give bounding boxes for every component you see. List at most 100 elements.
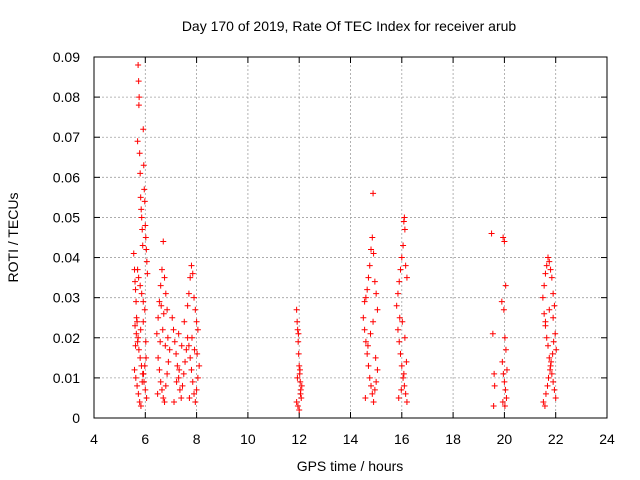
data-point [137,282,144,289]
data-point [366,374,373,381]
data-point [364,350,371,357]
y-axis-label: ROTI / TECUs [5,193,21,283]
data-point [178,342,185,349]
data-point [187,354,194,361]
data-point [187,274,194,281]
data-point [296,366,303,373]
data-point [543,334,550,341]
data-point [368,246,375,253]
data-point [133,314,140,321]
data-point [294,402,301,409]
data-point [360,314,367,321]
data-point [158,302,165,309]
data-point [550,290,557,297]
data-point [132,286,139,293]
x-tick-label: 24 [599,431,615,447]
y-tick-label: 0.03 [53,290,80,306]
data-point [400,374,407,381]
data-point [136,398,143,405]
plot-frame [93,56,608,419]
y-tick-label: 0.02 [53,330,80,346]
data-point [135,346,142,353]
data-point [156,366,163,373]
data-point [164,306,171,313]
data-point [132,342,139,349]
data-point [139,378,146,385]
data-point [173,378,180,385]
data-point [294,318,301,325]
data-point [545,254,552,261]
data-point [175,330,182,337]
data-point [548,370,555,377]
data-point [295,338,302,345]
x-tick-label: 20 [497,431,513,447]
axis-ticks: 4 6 8 10 12 14 16 18 20 22 24 0 0.01 0.02 0.03 0.04 0.05… [53,49,615,447]
data-point [137,170,144,177]
data-point [136,150,143,157]
data-point [396,314,403,321]
data-point [294,374,301,381]
x-axis-label: GPS time / hours [297,458,404,474]
data-point [191,346,198,353]
data-point [499,398,506,405]
data-point [193,318,200,325]
x-tick-label: 12 [291,431,307,447]
data-point [501,402,508,409]
data-point [138,290,145,297]
data-point [194,350,201,357]
data-point [545,374,552,381]
data-point [539,294,546,301]
data-point [541,310,548,317]
data-point [142,386,149,393]
data-point [176,366,183,373]
data-point [143,354,150,361]
data-point [540,398,547,405]
data-point [179,382,186,389]
data-point [500,370,507,377]
data-point [193,386,200,393]
x-tick-label: 10 [240,431,256,447]
data-point [186,394,193,401]
data-point [370,250,377,257]
y-tick-label: 0.09 [53,49,80,65]
data-point [547,366,554,373]
data-point [137,194,144,201]
data-point [135,62,142,69]
x-tick-label: 16 [394,431,410,447]
data-point [489,330,496,337]
data-point [164,334,171,341]
data-point [185,342,192,349]
data-point [394,326,401,333]
data-point [188,262,195,269]
data-point [488,230,495,237]
data-point [131,366,138,373]
data-point [161,398,168,405]
data-point [293,398,300,405]
data-point [393,302,400,309]
data-point [552,330,559,337]
y-tick-label: 0.06 [53,169,80,185]
data-point [142,222,149,229]
data-point [192,398,199,405]
data-point [135,78,142,85]
data-point [140,370,147,377]
y-tick-label: 0.07 [53,129,80,145]
data-point [188,334,195,341]
data-point [548,274,555,281]
data-point [134,338,141,345]
data-point [371,278,378,285]
data-point [169,314,176,321]
data-point [368,382,375,389]
data-point [135,334,142,341]
data-point [139,242,146,249]
data-point [137,402,144,409]
data-point [157,378,164,385]
data-point [134,266,141,273]
data-point [402,390,409,397]
data-point [293,306,300,313]
data-point [502,346,509,353]
data-point [371,386,378,393]
data-point [189,378,196,385]
data-point [134,382,141,389]
